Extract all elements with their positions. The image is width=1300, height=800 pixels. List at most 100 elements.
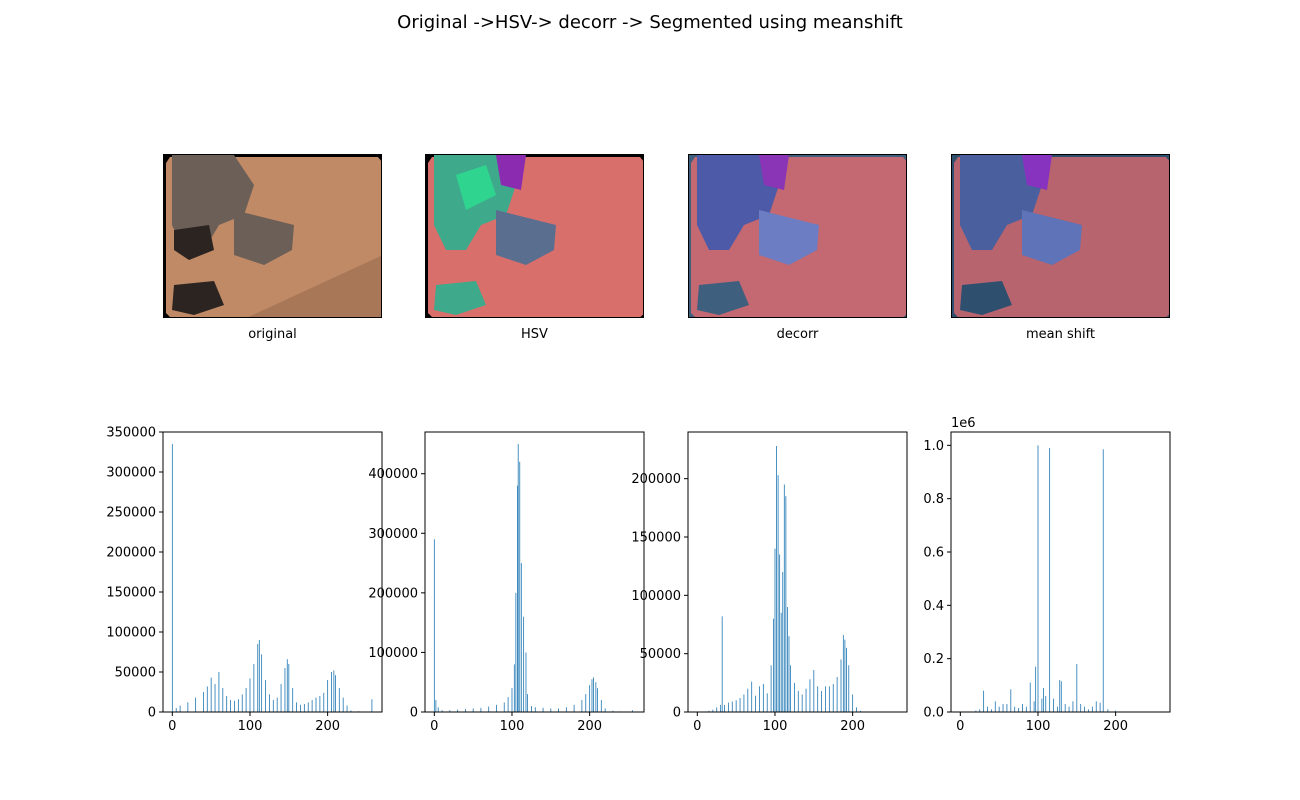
histogram-bar [836, 677, 838, 712]
x-tick-label: 0 [956, 719, 964, 734]
histogram-bar [1035, 666, 1037, 712]
histogram-bar [1076, 664, 1078, 712]
histogram-bar [1080, 704, 1082, 712]
y-tick-label: 300000 [368, 527, 418, 542]
histogram-bar [773, 618, 774, 712]
histogram-2: 0 100 200 0 50000 100000 150000 200000 [631, 431, 908, 734]
image-label-original: original [248, 327, 297, 342]
y-tick-label: 150000 [631, 531, 681, 546]
histogram-bar [766, 693, 768, 712]
histogram-bar [779, 554, 781, 712]
histogram-bar [805, 688, 807, 712]
histogram-bar [296, 702, 297, 712]
axes-frame [424, 431, 645, 713]
histogram-bar [783, 484, 785, 712]
histogram-bar [1099, 702, 1101, 712]
histogram-bar [809, 679, 811, 712]
histogram-bar [1095, 701, 1097, 712]
histogram-bar [716, 707, 718, 712]
histogram-bar [712, 709, 714, 712]
histogram-bar [319, 696, 321, 712]
y-tick-label: 0 [148, 706, 156, 721]
x-tick-label: 0 [168, 719, 176, 734]
y-tick-label: 0.2 [923, 652, 944, 667]
panel-scoop [234, 210, 294, 265]
histogram-bar [797, 691, 799, 712]
y-tick-label: 200000 [631, 472, 681, 487]
histogram-bar [1002, 704, 1004, 712]
histogram-bar [1033, 701, 1035, 712]
histogram-bar [739, 698, 741, 712]
histogram-bar [828, 686, 830, 712]
histogram-bar [441, 710, 443, 712]
histogram-bar [573, 704, 575, 712]
histogram-bar [825, 686, 826, 712]
x-tick-label: 100 [1026, 719, 1051, 734]
histogram-bar [1102, 449, 1104, 712]
histogram-bar [743, 694, 745, 712]
histogram-bar [226, 696, 228, 712]
histogram-bar [472, 708, 474, 712]
y-tick-label: 150000 [106, 586, 156, 601]
histogram-bar [844, 639, 846, 712]
histogram-bar [346, 705, 348, 712]
histogram-1: 0 100 200 0 100000 200000 300000 400000 [368, 431, 645, 734]
histogram-bar [1029, 682, 1031, 712]
image-label-mean-shift: mean shift [1025, 327, 1096, 342]
histogram-bar [311, 700, 313, 712]
histogram-bar [612, 710, 614, 712]
histogram-bar [206, 686, 208, 712]
histogram-bar [1064, 704, 1066, 712]
histogram-bar [350, 710, 352, 712]
image-panel-original [163, 154, 382, 318]
image-label-decorr: decorr [776, 327, 819, 342]
image-decorr [689, 155, 906, 317]
histogram-bar [720, 705, 722, 712]
image-panel-hsv [425, 154, 644, 318]
histogram-bar [437, 707, 439, 712]
histogram-bar [1014, 706, 1016, 712]
histogram-bar [998, 706, 1000, 712]
y-tick-label: 100000 [106, 626, 156, 641]
panel-shadow [697, 281, 749, 315]
histogram-bar [727, 702, 729, 712]
histogram-bar [842, 635, 844, 712]
histogram-bar [735, 700, 737, 712]
histogram-bar [790, 665, 791, 712]
histogram-bar [335, 675, 336, 712]
histogram-bar [517, 485, 518, 712]
histogram-bar [542, 707, 544, 712]
histogram-bar [832, 684, 834, 712]
histogram-bar [269, 694, 270, 712]
histogram-bar [813, 670, 815, 712]
histogram-bar [1068, 706, 1070, 712]
y-tick-label: 0.8 [923, 492, 944, 507]
histogram-bar [222, 688, 224, 712]
x-tick-label: 200 [840, 719, 865, 734]
y-tick-label: 100000 [631, 589, 681, 604]
x-tick-label: 100 [238, 719, 263, 734]
histogram-bar [527, 694, 528, 712]
histogram-bar [175, 708, 177, 712]
panel-arm [960, 155, 1042, 250]
panel-shadow [172, 281, 224, 315]
histogram-bar [1045, 696, 1047, 712]
histogram-bar [817, 686, 819, 712]
histogram-bar [523, 616, 525, 712]
histogram-bar [515, 592, 517, 712]
x-tick-label: 0 [693, 719, 701, 734]
y-offset-label: 1e6 [951, 416, 976, 431]
histogram-bar [338, 688, 340, 712]
panel-scoop [1022, 210, 1082, 265]
histogram-bar [195, 697, 197, 712]
y-tick-label: 0.4 [923, 599, 944, 614]
histogram-bar [234, 700, 235, 712]
histogram-bar [585, 694, 587, 712]
histogram-bar [218, 672, 220, 712]
histogram-bar [782, 572, 784, 712]
image-hsv [426, 155, 643, 317]
histogram-bar [751, 681, 753, 712]
histogram-bar [210, 677, 212, 712]
histogram-0: 0 100 200 0 50000 100000 150000 200000 250000 300… [106, 426, 383, 734]
